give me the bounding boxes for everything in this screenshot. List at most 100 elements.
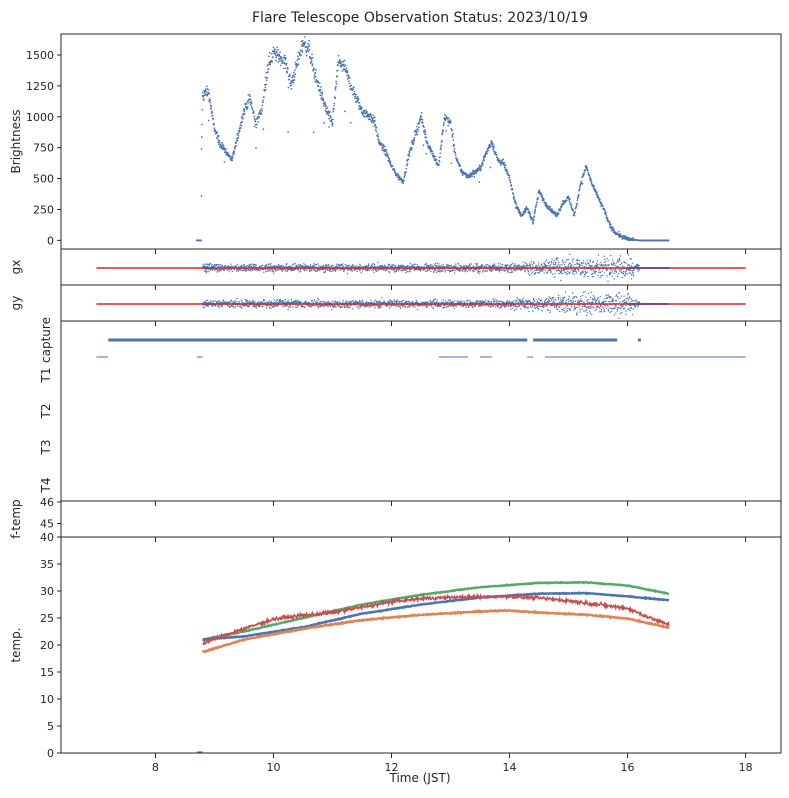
brightness-point (265, 71, 268, 74)
gy-point (299, 300, 301, 303)
gx-point (567, 271, 569, 273)
gx-point (539, 270, 541, 273)
gx-point (485, 264, 487, 266)
brightness-point (262, 99, 264, 102)
gy-point (366, 305, 368, 308)
brightness-point (243, 113, 246, 115)
gy-point (262, 305, 264, 308)
brightness-point (221, 143, 224, 146)
gx-point (582, 271, 585, 273)
gx-point (561, 272, 564, 275)
gx-point (546, 264, 548, 267)
gx-point (616, 275, 619, 278)
gx-point (322, 264, 324, 267)
brightness-point (213, 124, 215, 126)
brightness-point (282, 67, 285, 70)
gx-point (413, 263, 415, 266)
brightness-point (212, 122, 215, 125)
gx-point (630, 278, 633, 280)
brightness-point (225, 148, 227, 150)
brightness-point (425, 136, 428, 139)
brightness-point (599, 200, 601, 203)
gx-point (205, 268, 207, 271)
gx-point (581, 265, 583, 267)
brightness-point (385, 149, 388, 151)
gy-point (373, 301, 375, 303)
gy-point (490, 301, 493, 303)
gx-point (549, 264, 552, 266)
gx-point (478, 270, 480, 273)
gx-point (565, 271, 567, 274)
brightness-point (231, 156, 234, 159)
brightness-point (247, 101, 250, 104)
gx-point (616, 261, 618, 264)
brightness-point (503, 161, 506, 164)
gx-point (286, 263, 288, 265)
gy-point (512, 304, 514, 306)
brightness-point (286, 68, 289, 70)
gy-point (380, 306, 382, 308)
gx-point (534, 272, 537, 274)
gy-point (496, 301, 498, 303)
gy-point (506, 300, 509, 302)
brightness-point (363, 115, 366, 118)
gx-point (479, 271, 481, 273)
gx-point (549, 266, 551, 268)
brightness-point (397, 174, 400, 176)
gy-point (492, 305, 495, 307)
gx-point (372, 266, 374, 268)
gx-point (466, 270, 468, 273)
gy-point (281, 299, 284, 302)
gy-point (446, 306, 448, 308)
gy-point (342, 301, 344, 304)
brightness-point (421, 121, 424, 123)
gy-point (421, 301, 423, 303)
brightness-point (579, 185, 581, 188)
brightness-point (489, 166, 492, 169)
gy-point (487, 305, 490, 307)
gy-point (412, 304, 414, 307)
brightness-point (416, 128, 419, 130)
brightness-point (411, 147, 413, 150)
brightness-point (487, 149, 489, 152)
gy-point (313, 299, 316, 301)
brightness-point (243, 109, 246, 111)
gx-point (436, 262, 439, 264)
gy-point (383, 300, 386, 303)
gx-point (532, 261, 535, 263)
brightness-point (289, 75, 291, 77)
gx-point (284, 270, 287, 272)
gx-point (269, 263, 271, 265)
brightness-point (327, 114, 330, 116)
brightness-point (416, 133, 419, 136)
brightness-point (229, 155, 231, 158)
gx-point (478, 272, 480, 275)
gy-point (258, 301, 260, 303)
gx-point (361, 270, 364, 272)
gx-point (297, 269, 300, 271)
gy-point (217, 305, 219, 307)
gy-point (297, 305, 299, 307)
gx-point (365, 269, 367, 272)
brightness-point (370, 121, 373, 123)
brightness-point (207, 119, 210, 122)
gy-point (346, 301, 348, 303)
gx-point (433, 264, 436, 266)
gx-point (498, 271, 501, 273)
gx-point (401, 270, 403, 272)
gx-point (290, 265, 292, 268)
gx-point (371, 263, 373, 265)
gx-point (282, 268, 285, 271)
gy-point (481, 305, 483, 307)
gx-point (543, 265, 545, 268)
gy-point (513, 309, 516, 311)
brightness-point (541, 196, 544, 198)
gx-point (566, 259, 568, 261)
gx-point (354, 269, 356, 271)
gx-point (489, 269, 492, 271)
gy-point (247, 301, 249, 303)
brightness-point (576, 197, 579, 199)
gx-point (575, 259, 577, 262)
brightness-point (294, 73, 297, 75)
brightness-point (374, 128, 377, 131)
